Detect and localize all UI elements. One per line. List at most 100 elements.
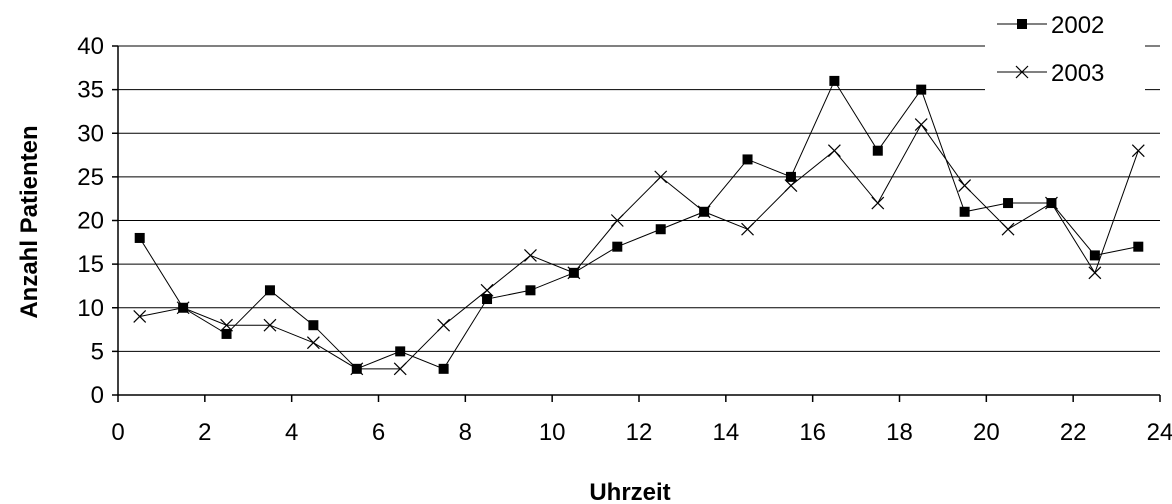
point-2003-20 [1001,222,1015,236]
point-2002-0 [134,232,145,243]
point-2002-16 [829,75,840,86]
point-2002-22 [1089,250,1100,261]
point-2003-12 [654,170,668,184]
legend-background [985,0,1145,92]
point-2003-15-stroke-b [784,179,798,193]
x-axis-title: Uhrzeit [589,479,670,504]
y-tick-label-30: 30 [77,120,104,147]
x-tick-label-10: 10 [539,419,566,446]
point-2003-16-stroke-b [827,144,841,158]
y-tick-label-15: 15 [77,251,104,278]
series-line-2002 [139,79,1139,370]
point-2002-14 [742,154,753,165]
legend-marker-2003-stroke-b [1015,65,1029,79]
point-2003-0 [133,310,147,323]
point-2003-11-stroke-b [610,214,624,227]
point-2003-23-stroke-b [1131,144,1145,158]
point-2002-20 [1003,198,1014,209]
point-2003-8-stroke-b [480,283,494,297]
x-tick-label-24: 24 [1147,419,1172,446]
point-2002-6 [395,346,406,357]
y-tick-label-20: 20 [77,208,104,235]
point-2002-11 [612,241,623,252]
point-2002-19 [959,206,970,217]
point-2002-17 [872,145,883,156]
legend-marker-2002 [1017,19,1027,29]
y-tick-label-25: 25 [77,164,104,191]
point-2003-16 [827,144,841,158]
point-2003-4 [306,336,320,350]
x-tick-label-12: 12 [626,419,653,446]
point-2003-15 [784,179,798,193]
x-tick-label-20: 20 [973,419,1000,446]
axes [112,45,1161,402]
point-2003-18 [914,118,928,131]
point-2003-7 [437,318,451,332]
point-2003-21 [1045,196,1058,210]
point-2003-18-stroke-b [914,118,928,131]
series-2003 [133,118,1145,376]
point-2002-15 [785,171,796,182]
point-2003-8 [480,283,494,297]
point-2003-14 [741,222,754,236]
point-2003-13-stroke-b [697,205,711,219]
x-tick-label-18: 18 [886,419,913,446]
x-tick-label-0: 0 [111,419,124,446]
point-2002-7 [438,363,449,374]
point-2003-10 [567,266,581,280]
point-2003-12-stroke-b [654,170,668,184]
x-tick-label-2: 2 [198,419,211,446]
point-2003-21-stroke-b [1045,196,1058,210]
y-tick-label-10: 10 [77,295,104,322]
point-2003-19-stroke-b [958,179,972,193]
point-2002-3 [264,285,275,296]
point-2003-2 [220,318,233,332]
legend: 2002 2003 [985,0,1145,92]
point-2003-2-stroke-b [220,318,233,332]
legend-label-2002: 2002 [1051,12,1104,39]
point-2003-5 [350,362,364,376]
point-2003-7-stroke-b [437,318,451,332]
point-2003-22 [1088,266,1102,280]
point-2003-10-stroke-b [567,266,581,280]
x-tick-label-22: 22 [1060,419,1087,446]
point-2002-4 [308,320,319,331]
point-2002-12 [655,224,666,235]
y-tick-label-40: 40 [77,33,104,60]
point-2003-4-stroke-b [306,336,320,350]
point-2003-14-stroke-b [741,222,754,236]
y-axis-title: Anzahl Patienten [16,125,43,318]
legend-label-2003: 2003 [1051,60,1104,87]
data-series [133,75,1145,376]
point-2003-6-stroke-b [393,362,407,376]
x-tick-label-16: 16 [799,419,826,446]
point-2002-18 [916,84,927,95]
point-2002-8 [482,294,493,305]
y-tick-label-35: 35 [77,77,104,104]
point-2003-9-stroke-b [524,248,537,262]
point-2003-17 [871,196,885,210]
point-2003-3-stroke-b [263,318,277,332]
x-tick-label-6: 6 [372,419,385,446]
point-2003-6 [393,362,407,376]
x-tick-label-14: 14 [712,419,739,446]
point-2002-23 [1133,241,1144,252]
point-2003-11 [610,214,624,227]
point-2003-13 [697,205,711,219]
y-tick-label-0: 0 [91,382,104,409]
point-2003-17-stroke-b [871,196,885,210]
point-2002-2 [221,328,232,339]
point-2003-9 [524,248,537,262]
y-tick-label-5: 5 [91,338,104,365]
point-2002-9 [525,285,536,296]
series-line-2003 [139,123,1139,370]
x-tick-label-8: 8 [459,419,472,446]
point-2003-19 [958,179,972,193]
point-2003-0-stroke-b [133,310,147,323]
point-2003-1-stroke-b [176,301,190,315]
x-tick-label-4: 4 [285,419,298,446]
series-2002 [134,75,1144,374]
point-2003-20-stroke-b [1001,222,1015,236]
